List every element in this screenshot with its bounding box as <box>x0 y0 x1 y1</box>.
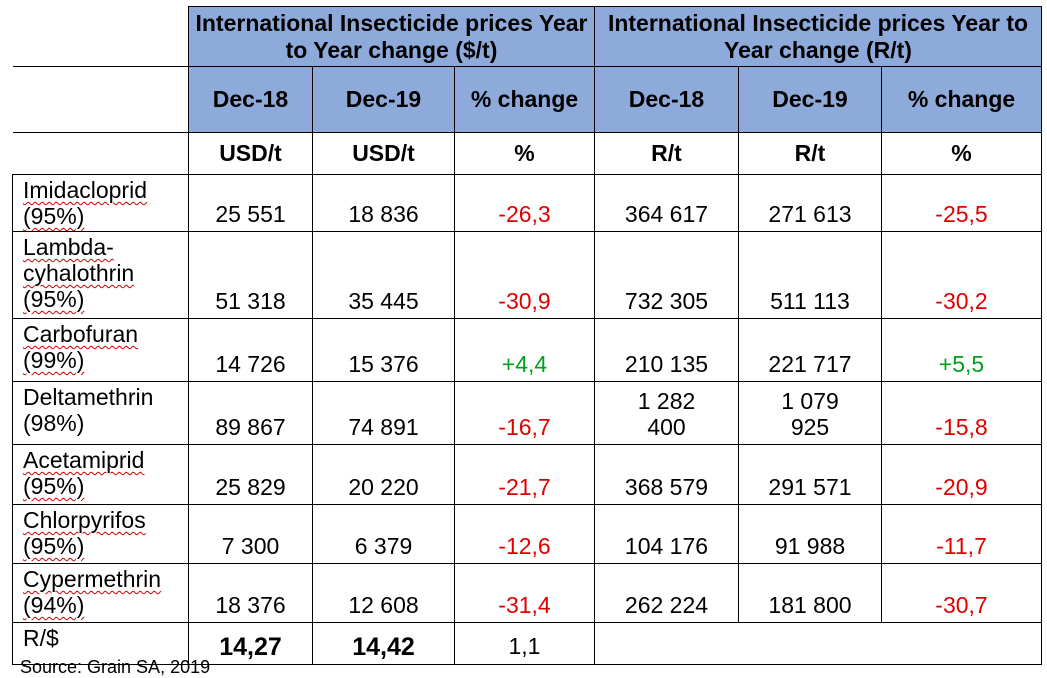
col-zar-dec19: Dec-19 <box>738 66 882 133</box>
source-note: Source: Grain SA, 2019 <box>20 657 211 677</box>
zar-change: +5,5 <box>881 318 1042 382</box>
zar-dec19: 291 571 <box>738 444 882 505</box>
usd-change: -26,3 <box>454 174 595 232</box>
zar-change: -11,7 <box>881 504 1042 564</box>
zar-dec18: 732 305 <box>594 231 739 319</box>
exchange-rate-row: R/$ 14,27 14,42 1,1 <box>12 622 1042 665</box>
group-header-usd: International Insecticide prices Year to… <box>188 6 595 67</box>
empty-cell <box>594 622 1042 665</box>
zar-dec18: 1 282 400 <box>594 381 739 445</box>
usd-dec19: 12 608 <box>312 563 455 623</box>
product-name: Cypermethrin (94%) <box>12 563 189 623</box>
table-row: Cypermethrin (94%) 18 376 12 608 -31,4 2… <box>12 563 1042 623</box>
table-row: Acetamiprid (95%) 25 829 20 220 -21,7 36… <box>12 444 1042 505</box>
unit-zar-dec19: R/t <box>738 132 882 175</box>
zar-dec19: 181 800 <box>738 563 882 623</box>
zar-change: -30,7 <box>881 563 1042 623</box>
group-header-row: International Insecticide prices Year to… <box>12 6 1042 67</box>
usd-change: -16,7 <box>454 381 595 445</box>
col-zar-change: % change <box>881 66 1042 133</box>
usd-dec18: 25 551 <box>188 174 313 232</box>
table-row: Chlorpyrifos (95%) 7 300 6 379 -12,6 104… <box>12 504 1042 564</box>
column-header-row: Dec-18 Dec-19 % change Dec-18 Dec-19 % c… <box>12 66 1042 133</box>
col-zar-dec18: Dec-18 <box>594 66 739 133</box>
usd-dec18: 7 300 <box>188 504 313 564</box>
corner-cell <box>12 6 189 67</box>
unit-usd-dec18: USD/t <box>188 132 313 175</box>
usd-change: -31,4 <box>454 563 595 623</box>
corner-cell-3 <box>12 132 189 175</box>
zar-change: -20,9 <box>881 444 1042 505</box>
zar-dec18: 104 176 <box>594 504 739 564</box>
zar-dec18: 210 135 <box>594 318 739 382</box>
table-row: Lambda-cyhalothrin (95%) 51 318 35 445 -… <box>12 231 1042 319</box>
usd-dec18: 14 726 <box>188 318 313 382</box>
zar-dec18: 262 224 <box>594 563 739 623</box>
usd-dec19: 15 376 <box>312 318 455 382</box>
unit-usd-change: % <box>454 132 595 175</box>
usd-change: -12,6 <box>454 504 595 564</box>
zar-change: -25,5 <box>881 174 1042 232</box>
product-name: Carbofuran (99%) <box>12 318 189 382</box>
usd-dec19: 18 836 <box>312 174 455 232</box>
zar-dec19: 91 988 <box>738 504 882 564</box>
zar-dec19: 271 613 <box>738 174 882 232</box>
unit-zar-dec18: R/t <box>594 132 739 175</box>
exchange-rate-label: R/$ <box>12 622 189 665</box>
zar-dec19: 1 079 925 <box>738 381 882 445</box>
usd-dec18: 18 376 <box>188 563 313 623</box>
usd-dec19: 6 379 <box>312 504 455 564</box>
usd-change: -30,9 <box>454 231 595 319</box>
unit-zar-change: % <box>881 132 1042 175</box>
usd-change: -21,7 <box>454 444 595 505</box>
zar-dec18: 364 617 <box>594 174 739 232</box>
unit-usd-dec19: USD/t <box>312 132 455 175</box>
col-usd-dec19: Dec-19 <box>312 66 455 133</box>
product-name: Deltamethrin (98%) <box>12 381 189 445</box>
group-header-zar: International Insecticide prices Year to… <box>594 6 1042 67</box>
col-usd-dec18: Dec-18 <box>188 66 313 133</box>
exchange-rate-change: 1,1 <box>454 622 595 665</box>
zar-change: -15,8 <box>881 381 1042 445</box>
usd-dec18: 25 829 <box>188 444 313 505</box>
table-row: Carbofuran (99%) 14 726 15 376 +4,4 210 … <box>12 318 1042 382</box>
product-name: Chlorpyrifos (95%) <box>12 504 189 564</box>
usd-dec18: 89 867 <box>188 381 313 445</box>
table-row: Imidacloprid (95%) 25 551 18 836 -26,3 3… <box>12 174 1042 232</box>
usd-dec19: 74 891 <box>312 381 455 445</box>
col-usd-change: % change <box>454 66 595 133</box>
unit-row: USD/t USD/t % R/t R/t % <box>12 132 1042 175</box>
usd-dec18: 51 318 <box>188 231 313 319</box>
zar-dec19: 511 113 <box>738 231 882 319</box>
corner-cell-2 <box>12 66 189 133</box>
insecticide-price-table: International Insecticide prices Year to… <box>12 6 1042 665</box>
table-row: Deltamethrin (98%) 89 867 74 891 -16,7 1… <box>12 381 1042 445</box>
exchange-rate-dec18: 14,27 <box>188 622 313 665</box>
product-name: Imidacloprid (95%) <box>12 174 189 232</box>
usd-dec19: 20 220 <box>312 444 455 505</box>
product-name: Acetamiprid (95%) <box>12 444 189 505</box>
exchange-rate-dec19: 14,42 <box>312 622 455 665</box>
usd-dec19: 35 445 <box>312 231 455 319</box>
zar-dec18: 368 579 <box>594 444 739 505</box>
zar-dec19: 221 717 <box>738 318 882 382</box>
usd-change: +4,4 <box>454 318 595 382</box>
zar-change: -30,2 <box>881 231 1042 319</box>
product-name: Lambda-cyhalothrin (95%) <box>12 231 189 319</box>
